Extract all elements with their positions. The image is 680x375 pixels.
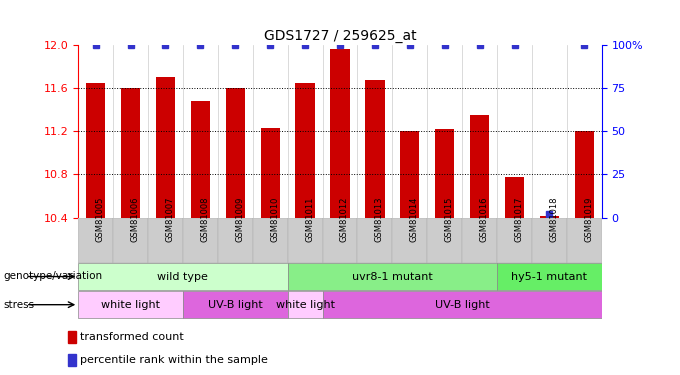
Text: GSM81017: GSM81017 — [515, 197, 524, 243]
Title: GDS1727 / 259625_at: GDS1727 / 259625_at — [264, 28, 416, 43]
Bar — [497, 263, 602, 290]
Text: GSM81008: GSM81008 — [201, 197, 209, 243]
Bar — [78, 291, 183, 318]
Text: uvr8-1 mutant: uvr8-1 mutant — [352, 272, 432, 282]
Bar — [322, 291, 602, 318]
Text: GSM81014: GSM81014 — [410, 197, 419, 243]
Bar — [322, 217, 358, 262]
Text: GSM81010: GSM81010 — [270, 197, 279, 243]
Text: GSM81007: GSM81007 — [165, 197, 175, 243]
Bar — [288, 263, 497, 290]
Bar — [505, 177, 524, 218]
Text: white light: white light — [101, 300, 160, 310]
Bar — [330, 50, 350, 217]
Bar — [288, 291, 322, 318]
Bar — [365, 80, 384, 218]
Text: GSM81005: GSM81005 — [96, 197, 105, 243]
Bar — [401, 131, 420, 218]
Text: GSM81018: GSM81018 — [549, 197, 558, 243]
Bar — [540, 216, 559, 217]
Bar — [113, 217, 148, 262]
Bar — [567, 217, 602, 262]
Bar — [183, 291, 288, 318]
Bar — [78, 217, 113, 262]
Bar — [392, 217, 427, 262]
Text: UV-B light: UV-B light — [208, 300, 262, 310]
Text: GSM81019: GSM81019 — [584, 197, 594, 243]
Bar — [191, 101, 210, 217]
Bar — [253, 217, 288, 262]
Text: stress: stress — [3, 300, 35, 309]
Bar — [427, 217, 462, 262]
Bar — [462, 217, 497, 262]
Bar — [156, 77, 175, 218]
Text: percentile rank within the sample: percentile rank within the sample — [80, 355, 268, 364]
Bar — [435, 129, 454, 218]
Bar — [296, 83, 315, 218]
Text: GSM81012: GSM81012 — [340, 197, 349, 243]
Text: wild type: wild type — [158, 272, 208, 282]
Bar — [121, 88, 140, 218]
Text: GSM81015: GSM81015 — [445, 197, 454, 243]
Text: GSM81009: GSM81009 — [235, 197, 244, 243]
Bar — [218, 217, 253, 262]
Bar — [148, 217, 183, 262]
Bar — [260, 128, 279, 218]
Bar — [226, 88, 245, 218]
Bar — [78, 263, 288, 290]
Text: transformed count: transformed count — [80, 332, 184, 342]
Bar — [470, 115, 489, 218]
Bar — [288, 217, 322, 262]
Bar — [86, 83, 105, 218]
Text: genotype/variation: genotype/variation — [3, 272, 103, 281]
Text: UV-B light: UV-B light — [435, 300, 490, 310]
Text: GSM81016: GSM81016 — [479, 197, 489, 243]
Bar — [575, 131, 594, 218]
Text: GSM81011: GSM81011 — [305, 197, 314, 243]
Text: GSM81006: GSM81006 — [131, 197, 139, 243]
Text: hy5-1 mutant: hy5-1 mutant — [511, 272, 588, 282]
Text: white light: white light — [275, 300, 335, 310]
Bar — [497, 217, 532, 262]
Bar — [532, 217, 567, 262]
Text: GSM81013: GSM81013 — [375, 197, 384, 243]
Bar — [358, 217, 392, 262]
Bar — [183, 217, 218, 262]
